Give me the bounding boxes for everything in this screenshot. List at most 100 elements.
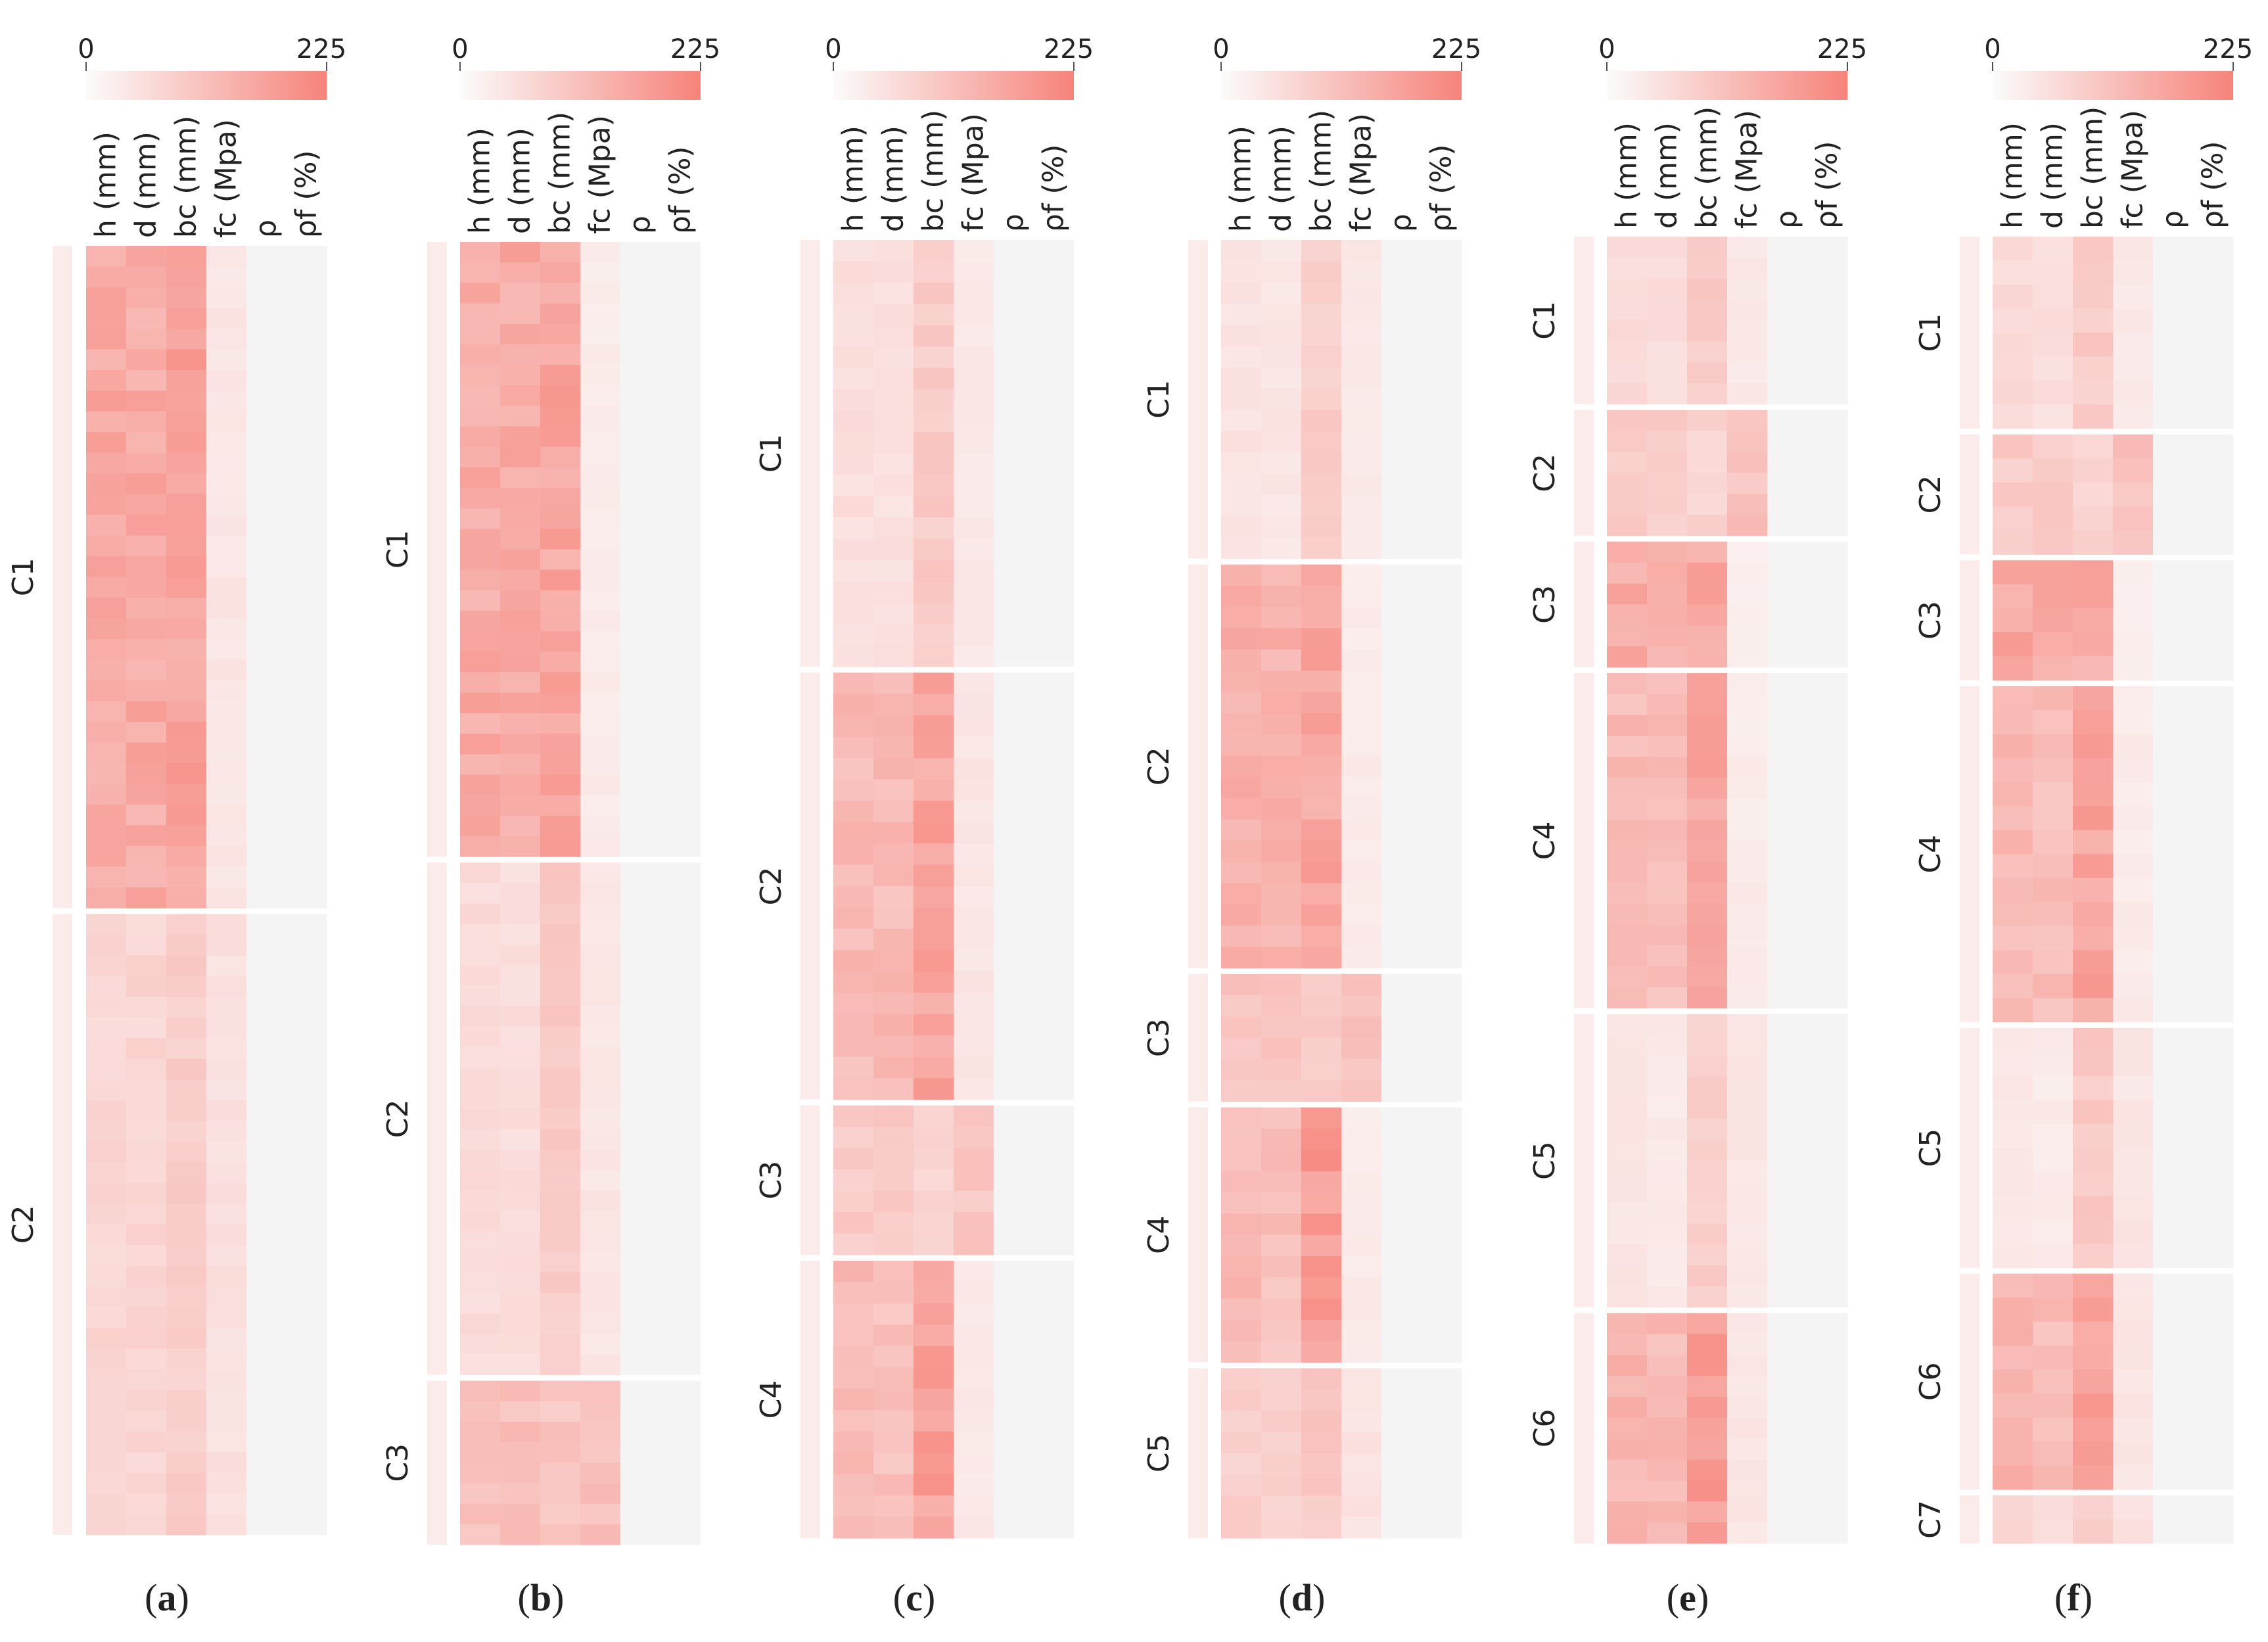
heatmap-cell xyxy=(1261,410,1302,432)
heatmap-cell xyxy=(206,784,247,805)
heatmap-cell xyxy=(833,1056,874,1079)
heatmap-cell xyxy=(1993,1519,2033,1544)
heatmap-cell xyxy=(1687,1181,1728,1203)
heatmap-cell xyxy=(287,576,327,598)
heatmap-cell xyxy=(1422,240,1462,262)
heatmap-cell xyxy=(1034,346,1075,369)
heatmap-cell xyxy=(2153,284,2194,309)
heatmap-cell xyxy=(460,1169,501,1191)
heatmap-cell xyxy=(620,1006,661,1027)
heatmap-cell xyxy=(1422,670,1462,693)
heatmap-cell xyxy=(580,323,621,345)
heatmap-cell xyxy=(954,993,994,1015)
heatmap-cell xyxy=(1422,1298,1462,1321)
heatmap-cell xyxy=(86,825,127,847)
heatmap-cell xyxy=(2113,782,2154,807)
heatmap-cell xyxy=(2113,284,2154,309)
heatmap-cell xyxy=(1993,782,2033,807)
heatmap-cell xyxy=(1807,1035,1848,1056)
heatmap-cell xyxy=(1767,1334,1808,1355)
cluster-strip xyxy=(53,246,72,908)
cluster-label: C5 xyxy=(1914,1129,1947,1167)
heatmap-cell xyxy=(1301,649,1342,671)
heatmap-cell xyxy=(1993,482,2033,507)
cluster-block: C2 xyxy=(381,862,701,1376)
heatmap-cell xyxy=(660,1524,701,1545)
cluster-strip xyxy=(1960,434,1979,555)
heatmap-cell xyxy=(1301,973,1342,996)
heatmap-cell xyxy=(1727,1098,1768,1119)
cluster-block: C4 xyxy=(1914,686,2234,1023)
heatmap-cell xyxy=(246,701,287,722)
heatmap-cell xyxy=(2193,656,2234,681)
heatmap-cell xyxy=(2033,1196,2073,1221)
heatmap-cell xyxy=(500,965,541,986)
heatmap-cell xyxy=(833,1212,874,1234)
heatmap-cell xyxy=(580,1334,621,1355)
heatmap-cell xyxy=(126,784,167,805)
heatmap-cell xyxy=(126,1411,167,1432)
heatmap-cell xyxy=(914,1453,954,1475)
cluster-strip xyxy=(427,862,447,1375)
heatmap-cell xyxy=(1301,1432,1342,1454)
heatmap-cell xyxy=(540,692,581,714)
column-header: bc (mm) xyxy=(917,110,950,232)
heatmap-cell xyxy=(206,742,247,764)
heatmap-cell xyxy=(2153,1298,2194,1323)
heatmap-cell xyxy=(287,390,327,412)
heatmap-cell xyxy=(1767,1077,1808,1098)
heatmap-cell xyxy=(1034,864,1075,887)
heatmap-cell xyxy=(1767,1098,1808,1119)
heatmap-cell xyxy=(660,611,701,632)
heatmap-cell xyxy=(1767,1376,1808,1397)
heatmap-cell xyxy=(914,1078,954,1100)
heatmap-cell xyxy=(86,515,127,536)
heatmap-cell xyxy=(1422,473,1462,496)
heatmap-cell xyxy=(1807,1438,1848,1461)
cluster-block: C2 xyxy=(1142,564,1462,969)
heatmap-cell xyxy=(914,624,954,646)
heatmap-cell xyxy=(873,325,914,347)
heatmap-cell xyxy=(1422,586,1462,607)
heatmap-cell xyxy=(500,242,541,263)
heatmap-cell xyxy=(1301,1234,1342,1257)
heatmap-cell xyxy=(2033,734,2073,759)
heatmap-cell xyxy=(166,701,207,722)
heatmap-cell xyxy=(126,1245,167,1267)
heatmap-cell xyxy=(660,385,701,406)
heatmap-cell xyxy=(86,1348,127,1370)
heatmap-cell xyxy=(1647,1160,1688,1183)
cluster-block: C7 xyxy=(1914,1495,2234,1544)
heatmap-cell xyxy=(1607,278,1648,300)
heatmap-cell xyxy=(86,846,127,868)
heatmap-cell xyxy=(1261,1516,1302,1539)
heatmap-cell xyxy=(126,308,167,329)
heatmap-cell xyxy=(206,701,247,722)
heatmap-cell xyxy=(1221,325,1262,347)
heatmap-cell xyxy=(1807,604,1848,626)
heatmap-cell xyxy=(914,1190,954,1213)
heatmap-cell xyxy=(2113,902,2154,927)
heatmap-cell xyxy=(246,308,287,329)
heatmap-cell xyxy=(460,1026,501,1048)
heatmap-cell xyxy=(500,692,541,714)
heatmap-cell xyxy=(1422,1016,1462,1039)
heatmap-cell xyxy=(1993,458,2033,483)
heatmap-cell xyxy=(2113,584,2154,609)
heatmap-cell xyxy=(1034,1325,1075,1347)
heatmap-cell xyxy=(2113,926,2154,950)
heatmap-cell xyxy=(833,950,874,972)
heatmap-cell xyxy=(246,266,287,288)
heatmap-cell xyxy=(873,801,914,823)
heatmap-cell xyxy=(460,426,501,448)
heatmap-cell xyxy=(1381,537,1422,559)
heatmap-cell xyxy=(1993,1075,2033,1100)
heatmap-cell xyxy=(2073,1100,2114,1125)
heatmap-cell xyxy=(2193,284,2234,309)
heatmap-cell xyxy=(1607,966,1648,988)
heatmap-cell xyxy=(620,528,661,550)
heatmap-cell xyxy=(1807,1417,1848,1440)
heatmap-cell xyxy=(1607,757,1648,778)
heatmap-cell xyxy=(2193,584,2234,609)
heatmap-cell xyxy=(660,1401,701,1422)
